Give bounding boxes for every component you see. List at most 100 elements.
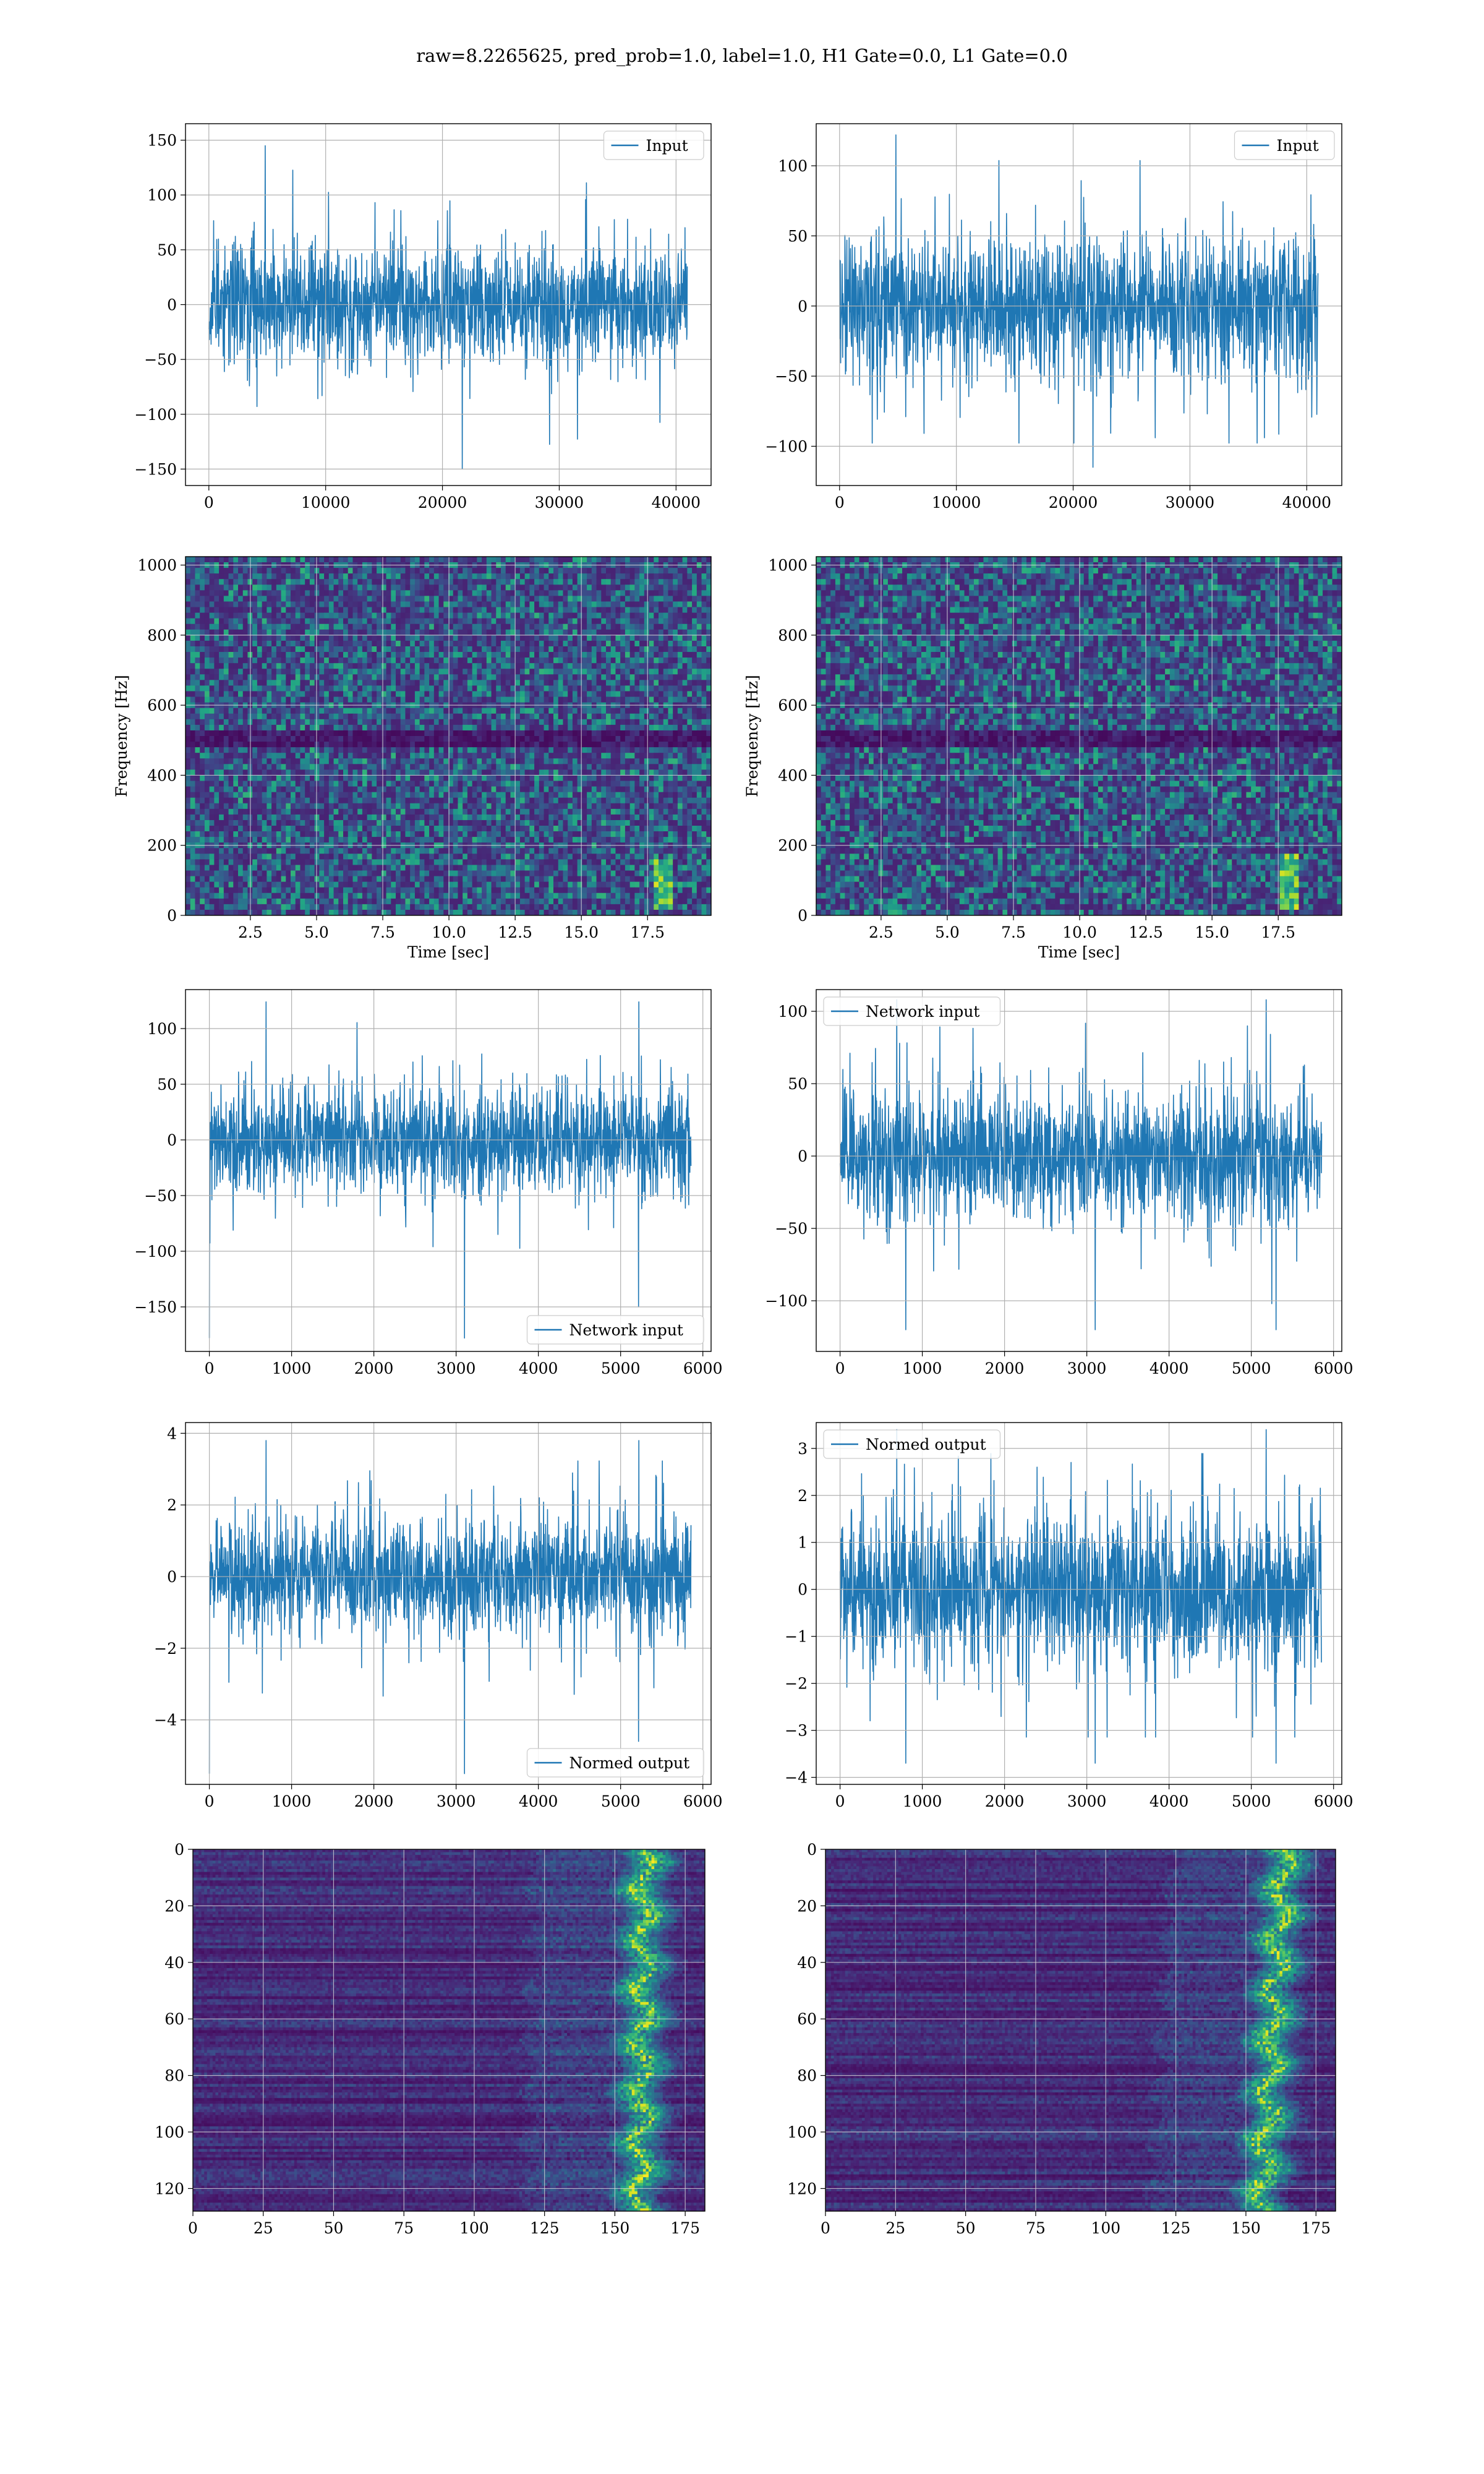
x-tick-label: 30000 xyxy=(535,494,584,511)
y-tick-label: −100 xyxy=(765,438,808,456)
x-tick-label: 3000 xyxy=(437,1359,476,1377)
y-tick-label: 0 xyxy=(807,1841,817,1859)
x-tick-label: 40000 xyxy=(652,494,701,511)
y-tick-label: −100 xyxy=(134,406,177,424)
y-axis-label: Frequency [Hz] xyxy=(113,675,130,797)
x-tick-label: 12.5 xyxy=(1128,923,1163,941)
y-tick-label: 400 xyxy=(778,766,808,784)
x-tick-label: 30000 xyxy=(1166,494,1215,511)
y-tick-label: 80 xyxy=(797,2067,817,2085)
x-tick-label: 5.0 xyxy=(304,923,329,941)
x-tick-label: 5000 xyxy=(601,1359,641,1377)
legend-label: Network input xyxy=(866,1003,979,1021)
y-tick-label: 0 xyxy=(167,1568,177,1586)
y-tick-label: −150 xyxy=(134,460,177,478)
x-tick-label: 0 xyxy=(821,2219,830,2237)
plot-body xyxy=(186,557,712,916)
plot-body xyxy=(193,1849,706,2212)
y-tick-label: 50 xyxy=(788,227,808,245)
x-tick-label: 7.5 xyxy=(370,923,395,941)
y-tick-label: 120 xyxy=(787,2180,817,2198)
x-tick-label: 6000 xyxy=(1314,1359,1354,1377)
x-tick-label: 5000 xyxy=(1232,1792,1271,1810)
x-tick-label: 17.5 xyxy=(630,923,665,941)
x-tick-label: 0 xyxy=(205,1792,215,1810)
y-tick-label: 600 xyxy=(147,696,177,714)
x-tick-label: 3000 xyxy=(437,1792,476,1810)
y-tick-label: −150 xyxy=(134,1298,177,1316)
y-tick-label: 60 xyxy=(797,2010,817,2028)
x-tick-label: 3000 xyxy=(1067,1792,1107,1810)
y-tick-label: 0 xyxy=(174,1841,184,1859)
heatmap-cells xyxy=(193,1849,706,2212)
y-tick-label: 200 xyxy=(147,837,177,855)
x-tick-label: 1000 xyxy=(272,1359,312,1377)
x-tick-label: 25 xyxy=(885,2219,905,2237)
x-tick-label: 0 xyxy=(835,1359,845,1377)
y-tick-label: 3 xyxy=(798,1440,808,1458)
y-tick-label: 1 xyxy=(798,1534,808,1552)
y-tick-label: 1000 xyxy=(768,557,808,575)
y-tick-label: −3 xyxy=(785,1722,808,1740)
x-tick-label: 2000 xyxy=(985,1792,1025,1810)
plot-body xyxy=(816,557,1342,916)
y-tick-label: −100 xyxy=(134,1243,177,1261)
y-tick-label: −100 xyxy=(765,1292,808,1310)
x-tick-label: 50 xyxy=(956,2219,976,2237)
x-tick-label: 125 xyxy=(530,2219,560,2237)
subplot-r1c1: 2.5 5.0 7.5 10.0 12.5 15.0 17.5020040060080010… xyxy=(743,557,1342,961)
y-tick-label: 50 xyxy=(157,1076,177,1094)
y-tick-label: 0 xyxy=(798,297,808,315)
x-tick-label: 10000 xyxy=(301,494,351,511)
y-tick-label: 0 xyxy=(798,1581,808,1599)
y-tick-label: −50 xyxy=(775,1220,808,1238)
x-tick-label: 75 xyxy=(1026,2219,1046,2237)
y-tick-label: 100 xyxy=(787,2123,817,2141)
x-tick-label: 12.5 xyxy=(498,923,532,941)
legend: Normed output xyxy=(527,1748,704,1777)
y-tick-label: 0 xyxy=(798,907,808,925)
x-tick-label: 10.0 xyxy=(1062,923,1097,941)
y-tick-label: 400 xyxy=(147,766,177,784)
y-tick-label: 2 xyxy=(167,1496,177,1514)
legend: Normed output xyxy=(824,1430,1000,1458)
x-axis-label: Time [sec] xyxy=(407,943,489,961)
x-tick-label: 20000 xyxy=(1049,494,1098,511)
y-tick-label: −50 xyxy=(144,1187,177,1205)
y-tick-label: 800 xyxy=(147,627,177,644)
x-tick-label: 0 xyxy=(188,2219,198,2237)
y-tick-label: 150 xyxy=(147,132,177,150)
x-tick-label: 2000 xyxy=(985,1359,1025,1377)
legend-label: Input xyxy=(1277,137,1319,155)
legend: Input xyxy=(604,131,704,160)
x-tick-label: 6000 xyxy=(1314,1792,1354,1810)
x-tick-label: 0 xyxy=(835,1792,845,1810)
x-tick-label: 75 xyxy=(394,2219,414,2237)
x-tick-label: 10.0 xyxy=(432,923,466,941)
x-tick-label: 5.0 xyxy=(935,923,960,941)
x-tick-label: 2000 xyxy=(354,1792,394,1810)
y-tick-label: 800 xyxy=(778,627,808,644)
y-tick-label: 60 xyxy=(164,2010,184,2028)
legend-label: Normed output xyxy=(866,1436,986,1453)
x-tick-label: 0 xyxy=(835,494,845,511)
x-tick-label: 40000 xyxy=(1282,494,1332,511)
x-tick-label: 1000 xyxy=(272,1792,312,1810)
y-tick-label: 600 xyxy=(778,696,808,714)
x-tick-label: 1000 xyxy=(903,1359,942,1377)
y-tick-label: 1000 xyxy=(137,557,177,575)
y-tick-label: 100 xyxy=(778,1003,808,1021)
x-tick-label: 10000 xyxy=(932,494,981,511)
legend-label: Network input xyxy=(569,1321,683,1339)
y-tick-label: 20 xyxy=(164,1897,184,1915)
x-tick-label: 4000 xyxy=(519,1792,558,1810)
x-tick-label: 3000 xyxy=(1067,1359,1107,1377)
x-tick-label: 5000 xyxy=(1232,1359,1271,1377)
y-tick-label: −1 xyxy=(785,1628,808,1646)
y-tick-label: 100 xyxy=(147,186,177,204)
x-tick-label: 5000 xyxy=(601,1792,641,1810)
